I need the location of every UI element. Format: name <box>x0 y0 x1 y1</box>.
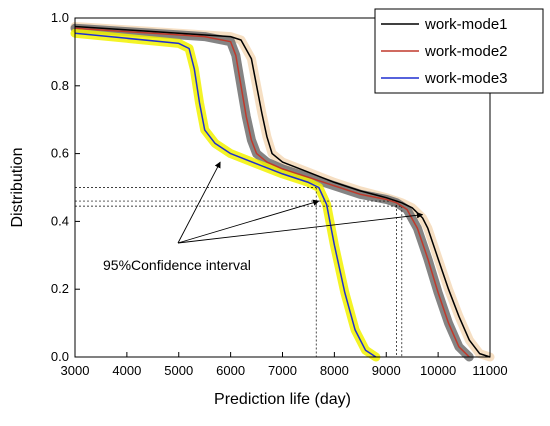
legend-label-3: work-mode3 <box>424 70 508 87</box>
x-tick-label: 11000 <box>472 363 507 378</box>
y-axis-ticks: 0.0 0.2 0.4 0.6 0.8 1.0 <box>51 10 80 364</box>
x-axis-ticks: 3000 4000 5000 6000 7000 8000 9000 10000 11000 <box>61 352 508 378</box>
legend: work-mode1 work-mode2 work-mode3 <box>374 8 544 94</box>
x-tick-label: 7000 <box>268 363 297 378</box>
annotation-arrow-2 <box>177 199 320 244</box>
y-tick-label: 1.0 <box>51 10 69 25</box>
annotation-arrow-3 <box>177 212 424 244</box>
y-tick-label: 0.8 <box>51 78 69 93</box>
x-tick-label: 6000 <box>216 363 245 378</box>
annotation-arrows <box>177 161 424 244</box>
y-tick-label: 0.2 <box>51 281 69 296</box>
x-tick-label: 5000 <box>164 363 193 378</box>
series-line-1 <box>74 25 491 358</box>
series-lines <box>74 25 491 358</box>
legend-label-1: work-mode1 <box>424 16 508 33</box>
x-axis-label: Prediction life (day) <box>214 391 351 408</box>
x-tick-label: 8000 <box>320 363 349 378</box>
annotation-arrow-1 <box>177 161 221 244</box>
x-tick-label: 4000 <box>112 363 141 378</box>
x-tick-label: 10000 <box>420 363 456 378</box>
confidence-annotation: 95%Confidence interval <box>103 257 251 273</box>
y-tick-label: 0.6 <box>51 146 69 161</box>
y-tick-label: 0.4 <box>51 213 69 228</box>
y-axis-label: Distribution <box>9 147 26 227</box>
y-tick-label: 0.0 <box>51 349 69 364</box>
series-line-3 <box>74 32 377 358</box>
x-tick-label: 9000 <box>372 363 401 378</box>
x-tick-label: 3000 <box>61 363 90 378</box>
legend-label-2: work-mode2 <box>424 43 508 60</box>
series-line-2 <box>74 27 470 358</box>
confidence-band-3 <box>70 28 381 362</box>
reference-lines <box>75 187 403 357</box>
